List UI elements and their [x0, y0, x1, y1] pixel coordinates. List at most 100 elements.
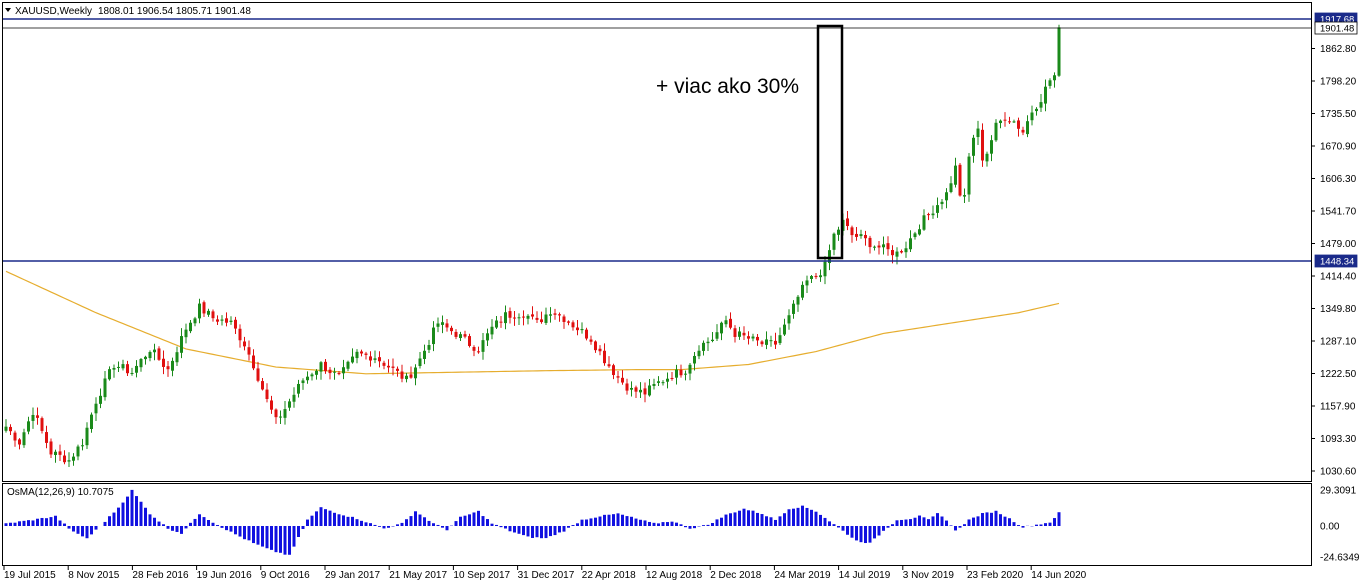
candle — [108, 366, 111, 381]
candle — [810, 274, 813, 284]
candle — [1044, 79, 1047, 112]
candle — [333, 367, 336, 380]
candle — [157, 346, 161, 361]
candle — [454, 329, 458, 340]
candle — [814, 273, 818, 280]
candle — [135, 360, 138, 378]
candle — [657, 376, 660, 387]
x-tick-label: 19 Jul 2015 — [4, 570, 56, 581]
candle — [265, 383, 269, 403]
candle — [99, 388, 102, 409]
y-tick-label: 1541.70 — [1320, 207, 1357, 218]
candle — [441, 315, 444, 334]
candle — [702, 340, 705, 356]
candle — [760, 340, 764, 347]
candle — [175, 346, 179, 366]
candle — [171, 357, 174, 377]
candle — [990, 135, 993, 162]
candle — [346, 360, 350, 372]
y-tick-label: 1414.40 — [1320, 272, 1357, 283]
y-axis: 1862.80 1798.20 1735.50 1670.90 1606.30 1541.… — [1311, 44, 1357, 478]
candle — [1053, 72, 1056, 88]
candle — [769, 335, 773, 347]
candle — [90, 412, 93, 433]
candle — [220, 315, 224, 326]
candle — [234, 316, 237, 335]
dropdown-triangle-icon[interactable] — [5, 8, 11, 12]
candle — [324, 359, 327, 374]
candle — [922, 209, 926, 231]
candle — [423, 344, 426, 365]
candle — [855, 226, 858, 241]
candle — [558, 312, 561, 322]
candle — [931, 205, 935, 219]
candle — [198, 298, 201, 324]
candle — [643, 382, 647, 403]
candle — [697, 345, 701, 360]
x-tick-label: 12 Aug 2018 — [646, 570, 703, 581]
x-tick-label: 31 Dec 2017 — [518, 570, 575, 581]
candle — [994, 119, 998, 142]
candle — [954, 157, 957, 188]
candle — [958, 163, 962, 197]
candle — [724, 315, 728, 328]
candle — [819, 269, 822, 282]
candle — [738, 326, 741, 340]
candle — [22, 428, 26, 448]
y-tick-label: 1798.20 — [1320, 77, 1357, 88]
candle — [913, 231, 917, 240]
candle — [666, 372, 669, 389]
candle — [31, 407, 35, 429]
candle — [711, 331, 714, 343]
candle — [409, 366, 413, 379]
candle — [648, 378, 651, 397]
candle — [787, 309, 791, 330]
candle — [288, 398, 291, 411]
x-tick-label: 29 Jan 2017 — [325, 570, 380, 581]
candle — [18, 438, 21, 450]
ohlc-values: 1808.01 1906.54 1805.71 1901.48 — [98, 6, 251, 17]
candle — [589, 335, 593, 345]
osma-y-tick-label: 29.3091 — [1320, 486, 1357, 497]
candle — [805, 275, 809, 293]
candle — [985, 151, 989, 167]
candle — [387, 359, 390, 373]
candle — [598, 345, 602, 356]
candle — [639, 382, 642, 399]
candle — [832, 232, 836, 256]
candle — [517, 313, 521, 326]
symbol-title[interactable]: XAUUSD,Weekly — [15, 6, 92, 17]
candle — [436, 317, 440, 333]
candle — [405, 372, 408, 383]
annotation-rectangle[interactable] — [816, 24, 844, 260]
candle — [229, 316, 233, 325]
price-panel — [2, 2, 1312, 482]
x-tick-label: 21 May 2017 — [389, 570, 447, 581]
y-tick-label: 1287.10 — [1320, 337, 1357, 348]
y-tick-label: 1670.90 — [1320, 142, 1357, 153]
annotation-text[interactable]: + viac ako 30% — [656, 75, 799, 98]
candle — [940, 198, 944, 210]
candle — [310, 372, 314, 381]
candle — [1008, 116, 1011, 124]
candle — [625, 378, 629, 395]
candle — [481, 333, 485, 360]
candle — [742, 326, 746, 340]
candle — [531, 306, 534, 320]
candle — [184, 323, 188, 344]
candle — [216, 315, 219, 325]
candle — [1003, 112, 1007, 127]
candle — [756, 334, 759, 346]
candle — [450, 325, 453, 335]
candle — [868, 235, 872, 254]
candle — [859, 229, 863, 239]
candle — [652, 378, 656, 390]
candle — [85, 422, 89, 450]
candle — [981, 123, 984, 167]
candle — [477, 346, 480, 354]
candle — [873, 245, 876, 251]
candle — [693, 351, 696, 371]
candle — [792, 300, 795, 319]
